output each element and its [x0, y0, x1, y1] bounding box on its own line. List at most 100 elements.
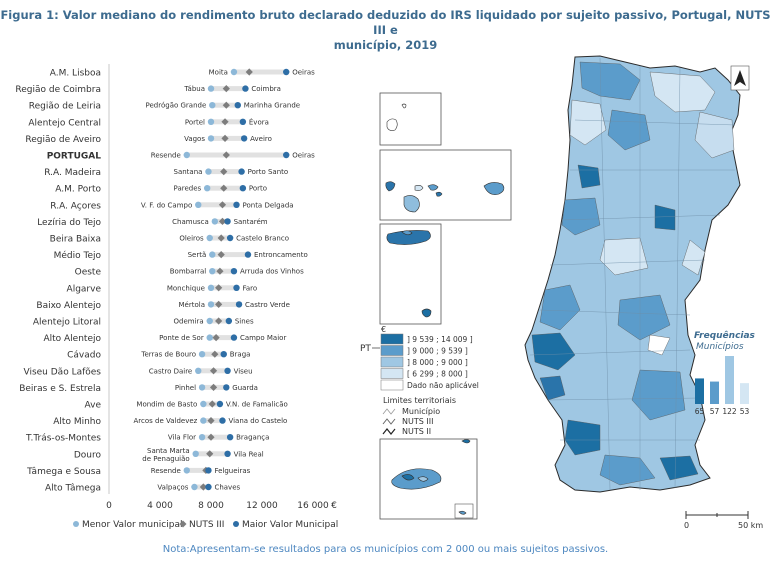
- legend-class-label: Dado não aplicável: [407, 381, 479, 390]
- min-municipio-label: de Penaguião: [142, 455, 189, 463]
- min-point: [209, 251, 216, 258]
- legend-diamond-marker: [179, 520, 187, 528]
- x-tick-label: 16 000: [297, 501, 329, 511]
- row-category-label: Alentejo Central: [28, 118, 101, 128]
- min-point: [207, 284, 215, 291]
- min-point: [206, 234, 213, 242]
- row-category-label: Tâmega e Sousa: [26, 467, 101, 477]
- freq-bar-label: 65: [695, 407, 705, 416]
- chart-row: Região de Coimbra Tábua Coimbra: [15, 85, 281, 95]
- freq-subtitle: Municípios: [696, 342, 744, 352]
- legend-circle-marker: [233, 521, 239, 527]
- freq-bar: [725, 356, 734, 404]
- legend-class-swatch: [380, 333, 404, 345]
- max-point: [235, 301, 243, 308]
- nuts-point: [206, 450, 214, 458]
- max-point: [240, 135, 248, 142]
- nuts-point: [211, 350, 219, 358]
- range-bar: [198, 202, 237, 208]
- max-municipio-label: Porto: [249, 185, 267, 193]
- row-category-label: Ave: [85, 401, 102, 411]
- row-category-label: Beiras e S. Estrela: [19, 384, 101, 394]
- legend-class-swatch: [380, 345, 404, 356]
- max-municipio-label: Ponta Delgada: [243, 201, 294, 209]
- max-municipio-label: Castro Verde: [245, 301, 290, 309]
- min-municipio-label: Chamusca: [172, 218, 209, 226]
- min-municipio-label: Resende: [151, 152, 181, 160]
- chart-row: Região de Aveiro Vagos Aveiro: [25, 134, 272, 145]
- min-point: [203, 185, 211, 192]
- max-point: [220, 351, 227, 358]
- max-municipio-label: Porto Santo: [248, 168, 289, 176]
- min-municipio-label: Odemira: [174, 318, 204, 326]
- legend-label: NUTS III: [189, 520, 224, 530]
- chart-row: Beiras e S. Estrela Pinhel Guarda: [19, 383, 258, 394]
- chart-row: T.Trás-os-Montes Vila Flor Bragança: [25, 433, 269, 444]
- min-municipio-label: Mondim de Basto: [136, 401, 197, 409]
- max-point: [244, 251, 252, 258]
- min-point: [183, 151, 190, 159]
- max-municipio-label: Castelo Branco: [236, 235, 289, 243]
- legend-limit-nuts3: NUTS III: [402, 417, 433, 426]
- municipio-line-icon: [382, 408, 396, 415]
- x-tick-label: 12 000: [246, 501, 278, 511]
- min-point: [183, 467, 190, 474]
- max-municipio-label: Sines: [235, 318, 254, 326]
- legend-class-swatch: [380, 379, 404, 391]
- inset-frame-top: [379, 92, 442, 146]
- chart-row: A.M. Porto Paredes Porto: [55, 184, 267, 195]
- range-bar: [186, 152, 287, 158]
- min-point: [207, 135, 215, 142]
- legend-classes: ] 9 539 ; 14 009 ]] 9 000 ; 9 539 ]] 8 0…: [380, 333, 479, 391]
- chart-row: Viseu Dão Lafões Castro Daire Viseu: [24, 367, 253, 377]
- min-point: [206, 317, 213, 325]
- chart-row: Alto Tâmega Valpaços Chaves: [45, 483, 241, 494]
- min-municipio-label: Paredes: [174, 185, 202, 193]
- min-municipio-label: Oleiros: [179, 235, 204, 243]
- row-category-label: A.M. Porto: [55, 185, 101, 195]
- figure-title-line-1: Figura 1: Valor mediano do rendimento br…: [0, 8, 771, 37]
- min-municipio-label: V. F. do Campo: [141, 201, 192, 209]
- max-point: [223, 384, 230, 391]
- max-municipio-label: Vila Real: [234, 450, 264, 458]
- row-category-label: Médio Tejo: [54, 250, 102, 261]
- freq-bar-label: 53: [740, 407, 750, 416]
- freq-bars: 65 57 122 53: [695, 356, 750, 416]
- range-bar: [202, 434, 231, 440]
- max-point: [233, 201, 240, 208]
- freq-bar: [740, 383, 749, 404]
- choropleth-map: 0 50 km € PT ] 9 539 ; 14 009 ]] 9 000 ;…: [360, 55, 763, 530]
- max-point: [233, 284, 240, 291]
- nuts-point: [221, 134, 229, 142]
- freq-bar: [710, 381, 719, 404]
- min-municipio-label: Terras de Bouro: [140, 351, 196, 359]
- max-municipio-label: Oeiras: [292, 152, 315, 160]
- nuts-point: [209, 367, 218, 375]
- max-point: [238, 168, 245, 175]
- min-point: [200, 400, 207, 408]
- chart-row: Oeste Bombarral Arruda dos Vinhos: [75, 267, 304, 278]
- row-category-label: Alto Tâmega: [45, 484, 101, 494]
- chart-row: Tâmega e Sousa Resende Felgueiras: [26, 466, 251, 477]
- nuts-point: [245, 68, 253, 76]
- chart-row: Ave Mondim de Basto V.N. de Famalicão: [85, 400, 288, 411]
- max-point: [226, 234, 234, 242]
- max-point: [230, 334, 238, 341]
- max-point: [283, 151, 290, 159]
- min-municipio-label: Castro Daire: [149, 367, 192, 375]
- nuts-point: [207, 433, 215, 441]
- max-municipio-label: Entroncamento: [254, 251, 308, 259]
- min-municipio-label: Sertã: [188, 251, 207, 259]
- min-municipio-label: Santana: [174, 168, 203, 176]
- acores-islands: [385, 103, 505, 318]
- scale-bar: 0 50 km: [684, 511, 763, 530]
- mainland-portugal: [524, 55, 741, 493]
- legend-limits-title: Limites territoriais: [383, 396, 456, 405]
- legend-label: Maior Valor Municipal: [242, 520, 338, 530]
- max-municipio-label: Felgueiras: [214, 467, 250, 475]
- north-arrow-icon: [730, 65, 750, 91]
- nuts-point: [218, 201, 227, 209]
- range-bar: [186, 467, 209, 473]
- nuts-point: [209, 383, 218, 391]
- nuts-point: [222, 85, 230, 93]
